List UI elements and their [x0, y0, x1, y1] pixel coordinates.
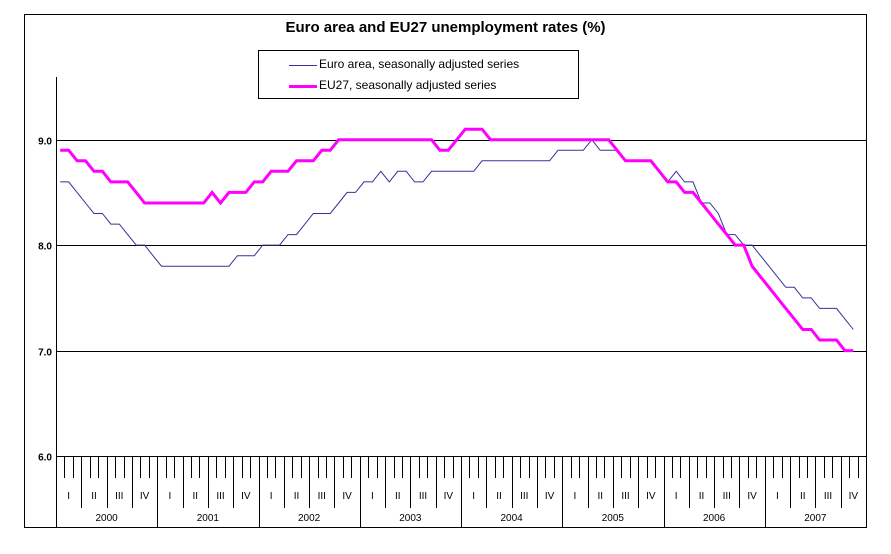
x-axis: I II III IV I II III IV I II III IV I II III IV I II III IV…: [56, 456, 867, 527]
x-quarter-label: I: [67, 491, 70, 502]
x-quarter-label: I: [169, 491, 172, 502]
legend-item-euro-area: Euro area, seasonally adjusted series: [259, 55, 578, 75]
chart-title: Euro area and EU27 unemployment rates (%…: [285, 19, 606, 36]
y-tick-label: 6.0: [38, 453, 52, 464]
x-quarter-label: I: [776, 491, 779, 502]
legend-swatch-euro-area: [289, 65, 317, 66]
x-quarter-label: I: [675, 491, 678, 502]
y-axis: 6.0 7.0 8.0 9.0: [38, 77, 57, 464]
x-year-label: 2002: [298, 513, 321, 524]
x-year-label: 2007: [804, 513, 827, 524]
x-quarter-label: II: [294, 491, 300, 502]
x-quarter-label: III: [520, 491, 528, 502]
x-quarter-label: I: [574, 491, 577, 502]
x-quarter-label: IV: [342, 491, 352, 502]
legend-label-euro-area: Euro area, seasonally adjusted series: [319, 57, 520, 71]
x-quarter-label: I: [270, 491, 273, 502]
y-tick-label: 9.0: [38, 137, 52, 148]
x-quarter-label: III: [216, 491, 224, 502]
x-quarter-label: II: [496, 491, 502, 502]
x-quarter-label: IV: [545, 491, 555, 502]
series-lines: [60, 127, 854, 353]
x-quarter-label: III: [723, 491, 731, 502]
x-quarter-label: I: [472, 491, 475, 502]
x-quarter-label: II: [597, 491, 603, 502]
x-year-label: 2003: [399, 513, 422, 524]
x-year-label: 2005: [602, 513, 625, 524]
x-quarter-label: III: [824, 491, 832, 502]
x-quarter-label: IV: [646, 491, 656, 502]
x-quarter-label: II: [192, 491, 198, 502]
legend-swatch-eu27: [289, 85, 317, 88]
x-quarter-label: IV: [747, 491, 757, 502]
x-quarter-label: IV: [444, 491, 454, 502]
x-year-label: 2000: [96, 513, 119, 524]
gridlines: [56, 140, 866, 352]
legend-label-eu27: EU27, seasonally adjusted series: [319, 78, 497, 92]
x-quarter-label: IV: [849, 491, 859, 502]
x-year-label: 2001: [197, 513, 220, 524]
x-quarter-label: IV: [241, 491, 251, 502]
x-quarter-label: II: [699, 491, 705, 502]
legend-item-eu27: EU27, seasonally adjusted series: [259, 76, 578, 96]
x-quarter-label: II: [91, 491, 97, 502]
y-tick-label: 8.0: [38, 242, 52, 253]
x-quarter-label: IV: [140, 491, 150, 502]
chart-border: [24, 14, 867, 528]
x-year-label: 2004: [501, 513, 524, 524]
series-line-euro-area: [60, 138, 854, 330]
x-quarter-label: II: [395, 491, 401, 502]
series-line-eu27: [60, 127, 854, 353]
x-quarter-label: II: [800, 491, 806, 502]
legend: Euro area, seasonally adjusted series EU…: [258, 50, 579, 99]
x-year-label: 2006: [703, 513, 726, 524]
x-quarter-label: I: [371, 491, 374, 502]
x-quarter-label: III: [621, 491, 629, 502]
x-quarter-label: III: [419, 491, 427, 502]
x-quarter-label: III: [318, 491, 326, 502]
x-quarter-label: III: [115, 491, 123, 502]
y-tick-label: 7.0: [38, 348, 52, 359]
